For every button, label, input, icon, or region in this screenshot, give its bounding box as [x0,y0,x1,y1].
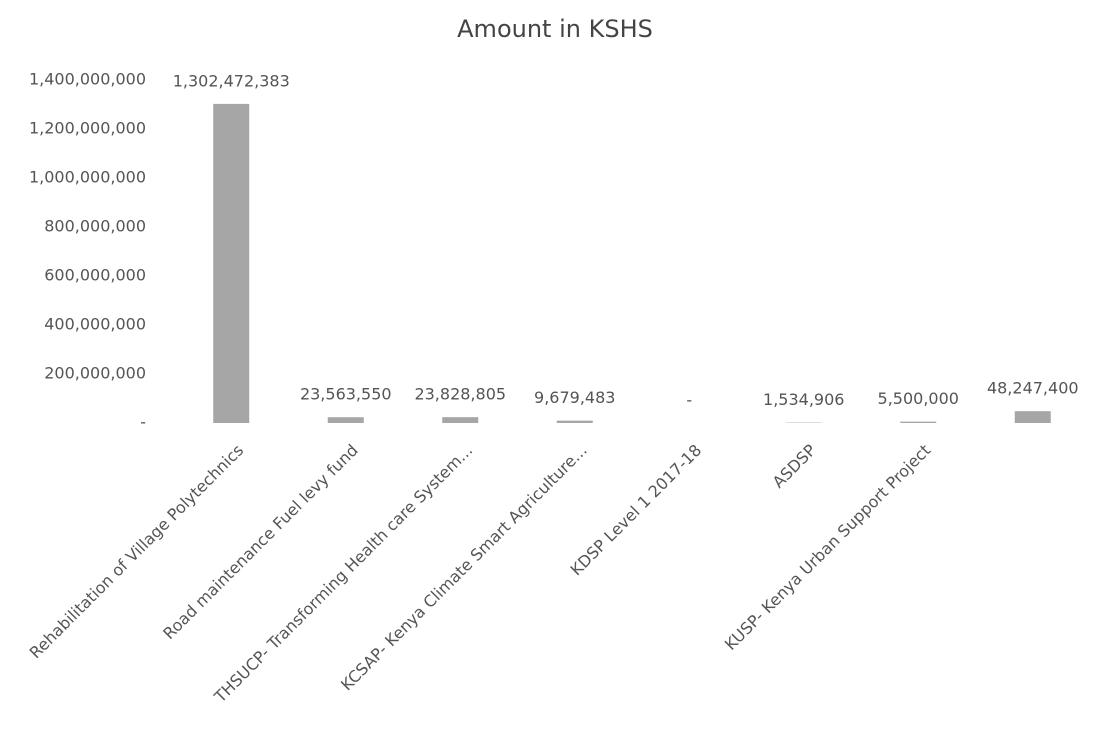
y-tick-label: 600,000,000 [44,266,146,285]
y-tick-label: 200,000,000 [44,364,146,383]
y-tick-label: 1,200,000,000 [29,119,146,138]
bar [900,421,937,423]
x-tick-label: THSUCP- Transforming Health care System.… [210,441,476,707]
bar [213,103,250,424]
chart-title: Amount in KSHS [457,15,653,43]
value-label: 48,247,400 [987,379,1079,398]
bar [1014,411,1051,423]
value-label: 5,500,000 [878,389,959,408]
y-tick-label: 1,000,000,000 [29,168,146,187]
x-tick-label: ASDSP [769,440,820,491]
x-tick-label: KDSP Level 1 2017-18 [567,441,706,580]
y-tick-label: - [140,413,146,432]
value-label: 1,302,472,383 [173,71,290,90]
x-tick-label: Road maintenance Fuel levy fund [159,441,361,643]
bar [327,417,364,423]
bar [556,420,593,423]
x-tick-label: KUSP- Kenya Urban Support Project [721,441,934,654]
x-tick-label: KCSAP- Kenya Climate Smart Agriculture..… [337,441,591,695]
value-label: 23,563,550 [300,385,392,404]
x-tick-label: Rehabilitation of Village Polytechnics [26,441,248,663]
value-label: - [686,391,692,410]
value-label: 9,679,483 [534,388,615,407]
bar [442,417,479,423]
y-tick-label: 400,000,000 [44,315,146,334]
y-tick-label: 800,000,000 [44,217,146,236]
value-label: 1,534,906 [763,390,844,409]
y-tick-label: 1,400,000,000 [29,70,146,89]
value-label: 23,828,805 [414,385,506,404]
